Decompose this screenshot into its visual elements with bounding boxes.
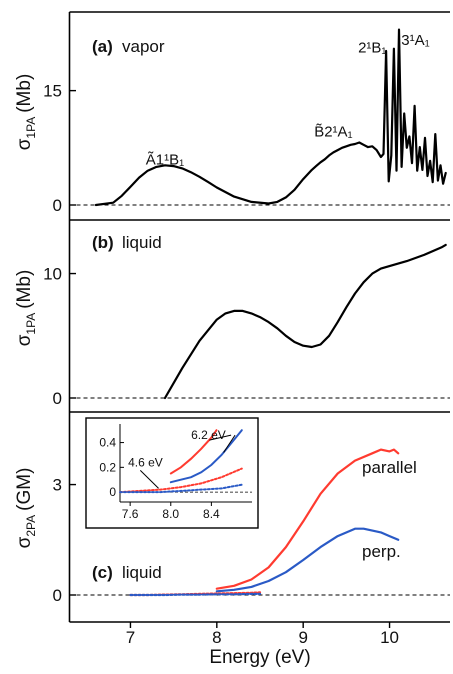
panel-c-y-ticks: 03 xyxy=(53,476,76,605)
inset-arrow xyxy=(139,470,159,489)
inset-series xyxy=(119,429,243,494)
y-tick-label: 3 xyxy=(53,476,62,495)
annotation-label: Ã1¹B₁ xyxy=(146,152,184,169)
panel-a: 0 15 (a) vapor σ1PA(Mb) Ã1¹B₁ B̃2¹A₁ 2¹B₁ 3¹… xyxy=(14,28,447,215)
inset-y-tick-label: 0.4 xyxy=(99,436,116,450)
inset-series-1-line xyxy=(169,429,243,484)
panel-a-annotations: Ã1¹B₁ B̃2¹A₁ 2¹B₁ 3¹A₁ xyxy=(146,32,430,169)
inset-series-0-line xyxy=(169,429,218,475)
inset-y-tick-label: 0.2 xyxy=(99,460,116,474)
x-tick-label: 8 xyxy=(212,628,221,647)
inset-y-ticks: 0 0.2 0.4 xyxy=(99,436,124,499)
x-tick-label: 7 xyxy=(126,628,135,647)
perp-line xyxy=(215,527,400,593)
panel-b-series xyxy=(163,243,447,400)
panel-b: 0 10 (b) liquid σ1PA(Mb) xyxy=(14,233,447,408)
inset-x-tick-label: 7.6 xyxy=(122,507,139,521)
panel-c: 03 7 8 9 10 (c) liquid σ2PA(GM) Energy (eV)… xyxy=(14,417,417,668)
annotation-label: B̃2¹A₁ xyxy=(314,123,352,140)
y-tick-label: 0 xyxy=(53,389,62,408)
inset-annotations: 6.2 eV 4.6 eV xyxy=(128,428,236,489)
inset-chart: 0 0.2 0.4 7.6 8.0 8.4 6.2 eV 4.6 eV xyxy=(85,417,259,529)
panel-a-ylabel: σ1PA(Mb) xyxy=(14,74,38,151)
panel-b-y-ticks: 0 10 xyxy=(43,265,76,408)
series-3-line xyxy=(129,592,262,597)
panel-b-title: liquid xyxy=(122,233,162,252)
plot-frame xyxy=(68,11,450,623)
panel-dividers xyxy=(69,219,450,413)
inset-arrow xyxy=(223,434,236,453)
panel-c-series xyxy=(129,448,400,597)
y-tick-label: 0 xyxy=(53,586,62,605)
legend-perp: perp. xyxy=(362,542,401,561)
panel-c-x-ticks: 7 8 9 10 xyxy=(126,622,399,647)
panel-c-label: (c) xyxy=(92,563,113,582)
inset-annotation-4-6: 4.6 eV xyxy=(128,455,163,469)
panel-c-ylabel: σ2PA(GM) xyxy=(14,468,38,549)
x-axis-label: Energy (eV) xyxy=(209,647,310,668)
inset-x-tick-label: 8.4 xyxy=(203,507,220,521)
annotation-label: 2¹B₁ xyxy=(358,40,386,57)
inset-arrow xyxy=(209,434,232,441)
inset-annotation-6-2: 6.2 eV xyxy=(191,428,226,442)
panel-b-label: (b) xyxy=(92,233,114,252)
y-tick-label: 15 xyxy=(43,82,62,101)
x-tick-label: 9 xyxy=(298,628,307,647)
inset-y-tick-label: 0 xyxy=(109,485,116,499)
series-0-line xyxy=(163,243,447,400)
y-tick-label: 10 xyxy=(43,265,62,284)
panel-c-title: liquid xyxy=(122,563,162,582)
panel-a-series xyxy=(94,28,447,207)
series-0-line xyxy=(94,28,447,207)
inset-series-3-line xyxy=(119,483,243,494)
inset-series-2-line xyxy=(119,467,243,494)
inset-x-ticks: 7.6 8.0 8.4 xyxy=(122,502,220,521)
legend-parallel: parallel xyxy=(362,458,417,477)
panel-a-label: (a) xyxy=(92,37,113,56)
panel-a-y-ticks: 0 15 xyxy=(43,82,76,215)
annotation-label: 3¹A₁ xyxy=(401,32,429,49)
panel-a-title: vapor xyxy=(122,37,165,56)
panel-b-ylabel: σ1PA(Mb) xyxy=(14,270,38,347)
inset-x-tick-label: 8.0 xyxy=(162,507,179,521)
x-tick-label: 10 xyxy=(380,628,399,647)
parallel-line xyxy=(215,448,400,590)
y-tick-label: 0 xyxy=(53,196,62,215)
